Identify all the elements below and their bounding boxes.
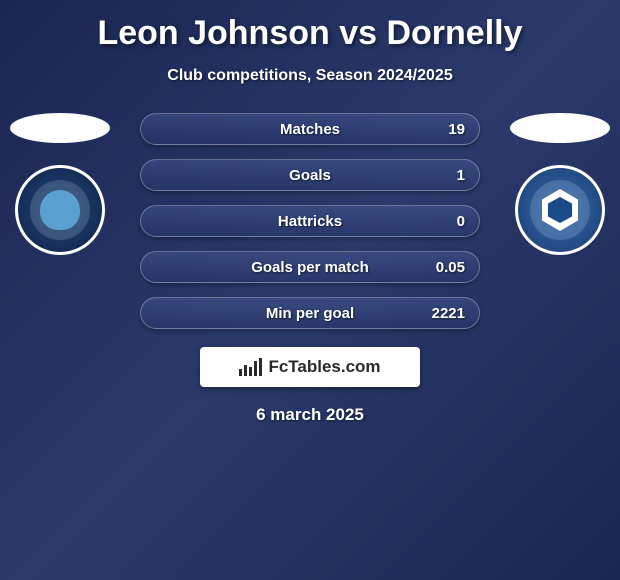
- chart-bar: [244, 365, 247, 376]
- stat-row: Matches 19: [140, 113, 480, 145]
- player-avatar-left: [10, 113, 110, 143]
- branding-badge: FcTables.com: [200, 347, 420, 387]
- chart-icon: [239, 358, 262, 376]
- stat-value: 2221: [432, 305, 465, 322]
- stat-value: 0: [457, 213, 465, 230]
- stat-value: 0.05: [436, 259, 465, 276]
- stat-row: Goals 1: [140, 159, 480, 191]
- chart-bar: [259, 358, 262, 376]
- stats-column: Matches 19 Goals 1 Hattricks 0 Goals per…: [140, 113, 480, 329]
- stat-label: Matches: [280, 121, 340, 138]
- stat-label: Min per goal: [266, 305, 354, 322]
- stat-label: Goals per match: [251, 259, 369, 276]
- stat-row: Min per goal 2221: [140, 297, 480, 329]
- badge-inner-left: [30, 180, 90, 240]
- shield-icon: [542, 189, 578, 231]
- stat-label: Goals: [289, 167, 331, 184]
- stat-value: 19: [448, 121, 465, 138]
- player-right-panel: [505, 113, 615, 255]
- chart-bar: [239, 369, 242, 376]
- stat-row: Hattricks 0: [140, 205, 480, 237]
- badge-inner-right: [530, 180, 590, 240]
- page-subtitle: Club competitions, Season 2024/2025: [0, 67, 620, 85]
- club-badge-right: [515, 165, 605, 255]
- player-avatar-right: [510, 113, 610, 143]
- branding-text: FcTables.com: [268, 357, 380, 377]
- content-area: Matches 19 Goals 1 Hattricks 0 Goals per…: [0, 113, 620, 425]
- chart-bar: [249, 367, 252, 376]
- player-left-panel: [5, 113, 115, 255]
- stat-value: 1: [457, 167, 465, 184]
- stat-row: Goals per match 0.05: [140, 251, 480, 283]
- chart-bar: [254, 361, 257, 376]
- club-badge-left: [15, 165, 105, 255]
- swan-icon: [40, 190, 80, 230]
- stat-label: Hattricks: [278, 213, 342, 230]
- page-title: Leon Johnson vs Dornelly: [0, 0, 620, 53]
- date-text: 6 march 2025: [0, 405, 620, 425]
